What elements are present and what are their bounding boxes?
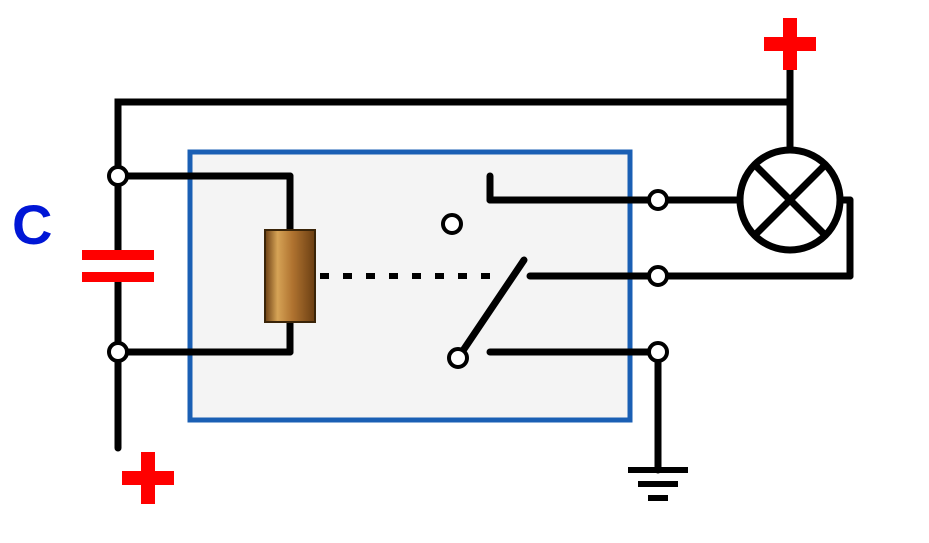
relay-coil (265, 230, 315, 322)
ground-symbol (628, 470, 688, 498)
plus-bottom (122, 452, 174, 504)
relay-enclosure (190, 152, 630, 420)
lamp-symbol (740, 150, 840, 250)
plus-top (764, 18, 816, 70)
capacitor-label: C (12, 192, 52, 257)
capacitor (82, 250, 154, 282)
